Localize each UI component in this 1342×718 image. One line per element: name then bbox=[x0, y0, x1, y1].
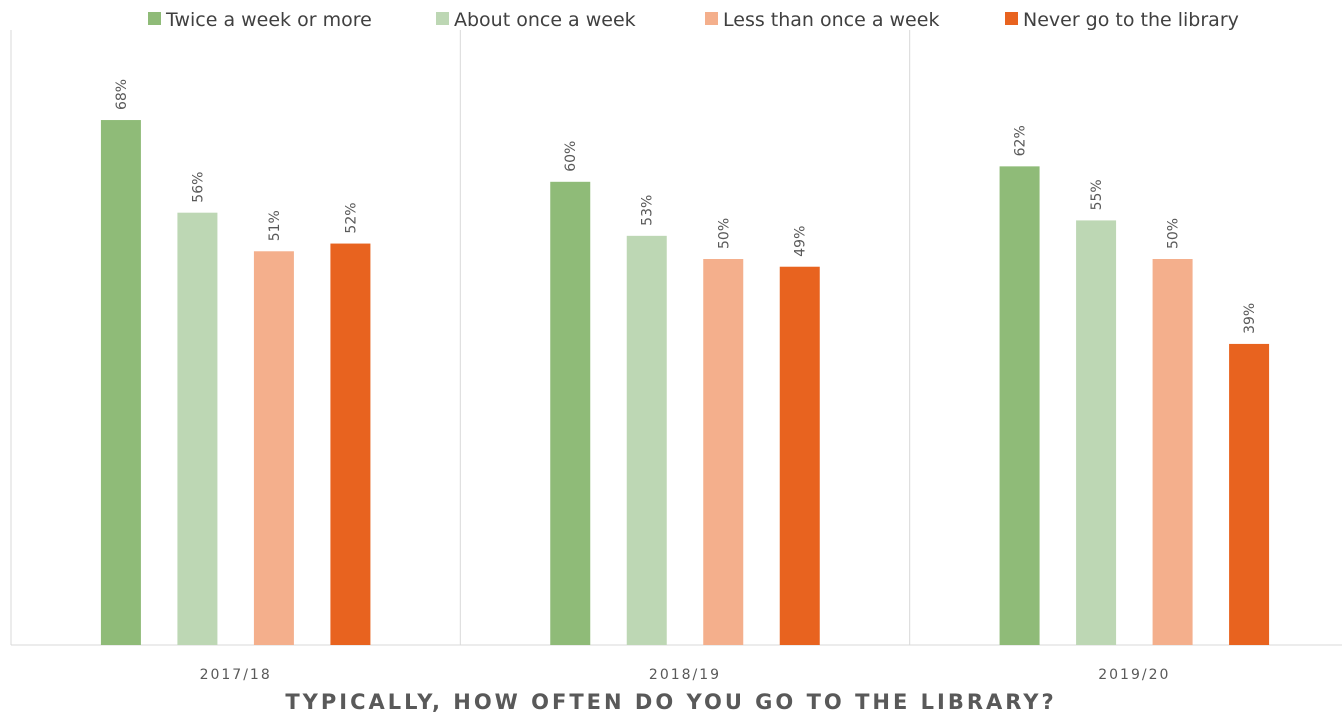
legend-item-less-than-once-a-week: Less than once a week bbox=[705, 9, 939, 31]
data-label-twice-a-week-or-more-2019-20: 62% bbox=[1013, 125, 1029, 156]
x-axis-title: TYPICALLY, HOW OFTEN DO YOU GO TO THE LI… bbox=[285, 690, 1056, 714]
bar-less-than-once-a-week-2019-20 bbox=[1152, 259, 1193, 645]
data-label-less-than-once-a-week-2019-20: 50% bbox=[1166, 218, 1182, 249]
data-label-about-once-a-week-2019-20: 55% bbox=[1089, 179, 1105, 210]
legend-swatch bbox=[1005, 12, 1018, 25]
legend-swatch bbox=[705, 12, 718, 25]
data-label-never-go-to-the-library-2019-20: 39% bbox=[1242, 303, 1258, 334]
bar-never-go-to-the-library-2019-20 bbox=[1229, 343, 1270, 645]
legend-label: About once a week bbox=[454, 9, 636, 31]
data-label-twice-a-week-or-more-2017-18: 68% bbox=[114, 79, 130, 110]
bar-about-once-a-week-2019-20 bbox=[1076, 220, 1117, 645]
legend-label: Never go to the library bbox=[1023, 9, 1239, 31]
legend-item-never-go-to-the-library: Never go to the library bbox=[1005, 9, 1239, 31]
bar-twice-a-week-or-more-2017-18 bbox=[100, 120, 141, 646]
legend-label: Twice a week or more bbox=[165, 9, 372, 31]
data-label-less-than-once-a-week-2018-19: 50% bbox=[716, 218, 732, 249]
bar-about-once-a-week-2017-18 bbox=[177, 212, 218, 645]
plot-area: 68% 56% 51% 52% 60% 53% 50% 49% 62% 55% 50% 39% bbox=[10, 30, 1342, 646]
bar-never-go-to-the-library-2017-18 bbox=[330, 243, 371, 645]
category-labels: 2017/18 2018/19 2019/20 bbox=[200, 667, 1170, 683]
bar-never-go-to-the-library-2018-19 bbox=[779, 266, 820, 645]
bar-less-than-once-a-week-2017-18 bbox=[253, 251, 294, 645]
legend-item-about-once-a-week: About once a week bbox=[436, 9, 636, 31]
legend-label: Less than once a week bbox=[723, 9, 939, 31]
category-label-2019-20: 2019/20 bbox=[1098, 667, 1170, 683]
legend: Twice a week or more About once a week Les… bbox=[148, 9, 1239, 31]
legend-swatch bbox=[436, 12, 449, 25]
data-label-about-once-a-week-2017-18: 56% bbox=[190, 172, 206, 203]
category-label-2018-19: 2018/19 bbox=[649, 667, 721, 683]
bar-twice-a-week-or-more-2018-19 bbox=[550, 181, 591, 646]
category-label-2017-18: 2017/18 bbox=[200, 667, 272, 683]
legend-swatch bbox=[148, 12, 161, 25]
data-label-never-go-to-the-library-2018-19: 49% bbox=[793, 226, 809, 257]
data-label-twice-a-week-or-more-2018-19: 60% bbox=[563, 141, 579, 172]
legend-item-twice-a-week-or-more: Twice a week or more bbox=[148, 9, 372, 31]
bar-twice-a-week-or-more-2019-20 bbox=[999, 166, 1040, 646]
data-label-about-once-a-week-2018-19: 53% bbox=[640, 195, 656, 226]
data-label-less-than-once-a-week-2017-18: 51% bbox=[267, 210, 283, 241]
data-label-never-go-to-the-library-2017-18: 52% bbox=[343, 202, 359, 233]
bar-about-once-a-week-2018-19 bbox=[626, 235, 667, 645]
bar-less-than-once-a-week-2018-19 bbox=[703, 259, 744, 645]
